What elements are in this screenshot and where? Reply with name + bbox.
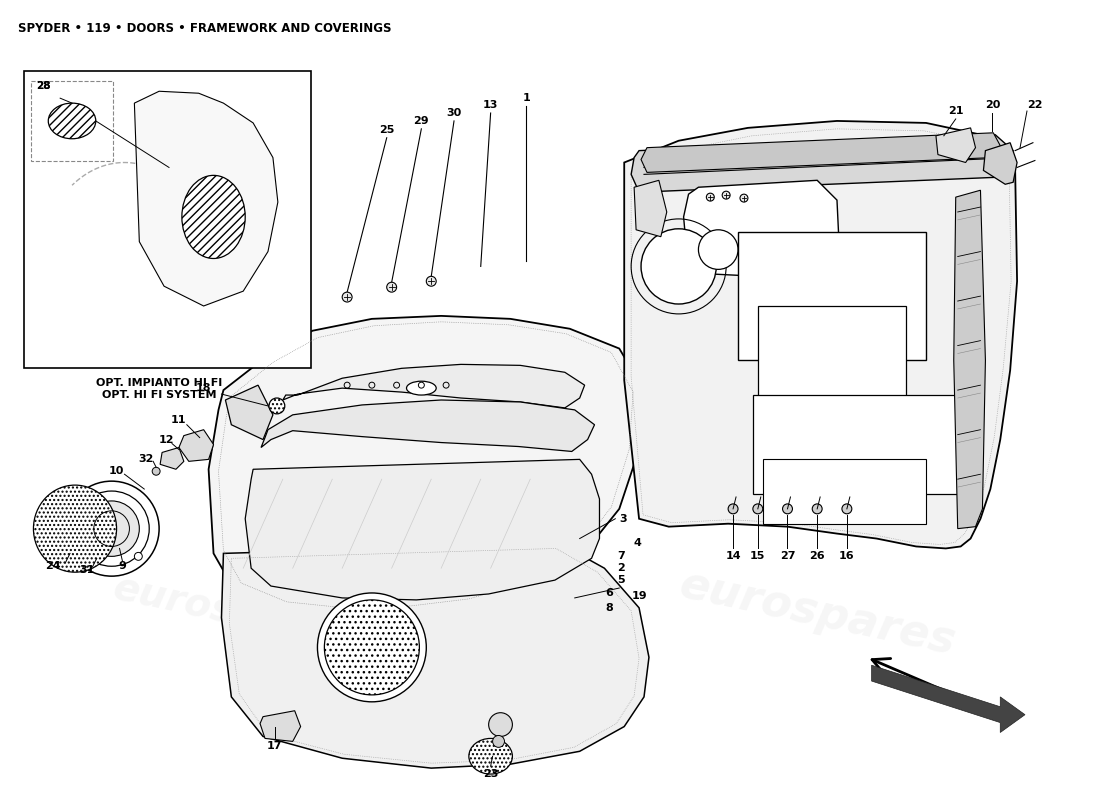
Polygon shape [634,180,667,237]
Text: 16: 16 [839,551,855,562]
Circle shape [740,194,748,202]
Bar [752,395,960,494]
Polygon shape [624,121,1018,549]
Ellipse shape [407,381,437,395]
Text: 1: 1 [522,93,530,103]
Text: 9: 9 [119,562,126,571]
Circle shape [698,230,738,270]
Text: 25: 25 [379,125,395,135]
Text: 10: 10 [109,466,124,476]
Ellipse shape [469,738,513,774]
Bar [762,459,926,524]
Ellipse shape [182,175,245,258]
Text: 31: 31 [79,566,95,575]
Text: 27: 27 [780,551,795,562]
Polygon shape [221,543,649,768]
Polygon shape [261,400,594,451]
Polygon shape [871,666,1025,733]
Ellipse shape [270,398,285,414]
Text: 14: 14 [725,551,741,562]
Circle shape [782,504,792,514]
Circle shape [427,276,437,286]
Circle shape [706,193,714,201]
Text: 23: 23 [483,769,498,779]
Text: 30: 30 [447,108,462,118]
Circle shape [387,282,397,292]
Text: 20: 20 [984,100,1000,110]
Text: 21: 21 [948,106,964,116]
Polygon shape [260,710,300,742]
Polygon shape [954,190,986,529]
Text: 26: 26 [810,551,825,562]
Text: 4: 4 [634,538,641,549]
Bar [23,71,310,368]
FancyBboxPatch shape [32,82,112,161]
Text: 15: 15 [750,551,766,562]
Text: OPT. IMPIANTO HI FI
OPT. HI FI SYSTEM: OPT. IMPIANTO HI FI OPT. HI FI SYSTEM [96,378,222,400]
Text: eurospares: eurospares [675,562,959,663]
Text: 3: 3 [619,514,627,524]
Circle shape [342,292,352,302]
Ellipse shape [324,600,419,695]
Text: 17: 17 [267,742,283,751]
Ellipse shape [48,103,96,138]
Circle shape [152,467,161,475]
Text: 32: 32 [139,454,154,464]
Text: 13: 13 [483,100,498,110]
Text: 2: 2 [617,563,625,574]
Text: 24: 24 [45,562,60,571]
Circle shape [84,501,140,556]
Text: 22: 22 [1027,100,1043,110]
Polygon shape [134,91,278,306]
Circle shape [318,593,427,702]
Text: 19: 19 [631,591,647,601]
Text: 7: 7 [617,551,625,562]
Polygon shape [226,385,273,439]
Text: 5: 5 [617,575,625,585]
Polygon shape [179,430,213,462]
Text: 29: 29 [414,116,429,126]
Text: 6: 6 [605,588,614,598]
Text: 12: 12 [158,434,174,445]
Circle shape [488,713,513,737]
Polygon shape [641,133,1000,172]
Circle shape [752,504,762,514]
Text: 8: 8 [605,603,614,613]
Circle shape [134,552,142,560]
Polygon shape [283,364,584,408]
Polygon shape [209,316,644,616]
Polygon shape [683,180,839,279]
Text: 18: 18 [196,383,211,393]
Circle shape [842,504,851,514]
Polygon shape [245,459,600,600]
Ellipse shape [33,485,117,572]
Polygon shape [631,134,1013,192]
Text: SPYDER • 119 • DOORS • FRAMEWORK AND COVERINGS: SPYDER • 119 • DOORS • FRAMEWORK AND COV… [18,22,392,35]
Circle shape [812,504,822,514]
Polygon shape [936,128,976,162]
Bar [758,306,906,415]
Circle shape [641,229,716,304]
Text: 11: 11 [172,414,187,425]
Text: 28: 28 [36,82,51,91]
Circle shape [728,504,738,514]
Circle shape [723,191,730,199]
Circle shape [493,735,505,747]
Polygon shape [983,142,1018,184]
Text: eurospares: eurospares [109,569,358,657]
Polygon shape [161,447,184,470]
Text: 28: 28 [36,82,51,91]
Bar [738,232,926,361]
